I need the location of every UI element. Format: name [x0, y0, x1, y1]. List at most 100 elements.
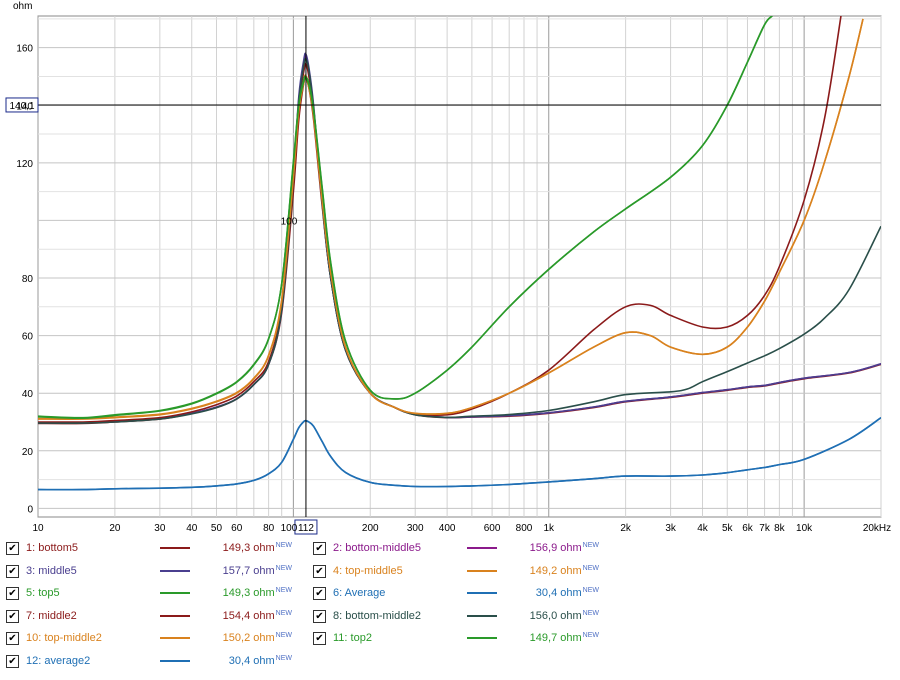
legend-item[interactable]: ✔ 2: bottom-middle5 156,9 ohmNEW	[313, 538, 613, 558]
legend-series-name: 8: bottom-middle2	[333, 609, 422, 622]
x-tick-label: 200	[362, 523, 379, 534]
legend-value: 157,7 ohmNEW	[202, 561, 292, 583]
legend-value: 150,2 ohmNEW	[202, 628, 292, 650]
legend-checkbox[interactable]: ✔	[6, 587, 19, 601]
legend-checkbox[interactable]: ✔	[6, 632, 19, 646]
legend-item[interactable]: ✔ 5: top5 149,3 ohmNEW	[6, 583, 306, 603]
legend-item[interactable]: ✔ 10: top-middle2 150,2 ohmNEW	[6, 628, 306, 648]
legend-value-text: 156,0 ohm	[529, 609, 582, 622]
x-tick-label: 3k	[665, 523, 677, 534]
cursor-x-readout: 112	[298, 523, 314, 534]
series-line-11-top2	[38, 16, 773, 420]
y-tick-label: 20	[22, 447, 34, 458]
x-tick-label: 100	[281, 523, 298, 534]
legend-checkbox[interactable]: ✔	[6, 542, 19, 555]
legend-item[interactable]: ✔ 1: bottom5 149,3 ohmNEW	[6, 538, 306, 558]
legend-value-text: 30,4 ohm	[535, 587, 582, 600]
y-tick-label: 40	[22, 389, 34, 400]
x-tick-label: 2k	[620, 523, 632, 534]
legend-item[interactable]: ✔ 6: Average 30,4 ohmNEW	[313, 583, 613, 603]
cursor-x-readout-box	[294, 519, 318, 535]
legend-series-name: 10: top-middle2	[26, 632, 102, 645]
legend-series-name: 1: bottom5	[26, 542, 78, 554]
legend-series-name: 2: bottom-middle5	[333, 542, 422, 554]
legend-checkbox[interactable]: ✔	[313, 587, 326, 601]
legend-value-text: 149,7 ohm	[529, 632, 582, 645]
y-tick-label: 120	[16, 159, 33, 170]
legend-new-badge: NEW	[275, 655, 292, 662]
legend-value-text: 149,3 ohm	[222, 587, 275, 600]
x-tick-label: 10	[32, 523, 44, 534]
legend-item[interactable]: ✔ 11: top2 149,7 ohmNEW	[313, 628, 613, 648]
y-tick-label: 60	[22, 332, 34, 343]
x-tick-label: 7k	[759, 523, 771, 534]
legend-item[interactable]: ✔ 7: middle2 154,4 ohmNEW	[6, 606, 306, 626]
legend-new-badge: NEW	[582, 632, 599, 640]
legend-checkbox[interactable]: ✔	[313, 564, 326, 578]
legend-series-name: 3: middle5	[26, 564, 77, 577]
legend-series-name: 4: top-middle5	[333, 564, 403, 577]
x-tick-label: 6k	[742, 523, 754, 534]
legend-value: 149,7 ohmNEW	[509, 628, 599, 650]
y-axis-label: ohm	[13, 1, 32, 12]
x-tick-label: 600	[484, 523, 501, 534]
x-tick-label: 800	[516, 523, 533, 534]
legend-line-swatch	[160, 547, 190, 549]
legend-checkbox[interactable]: ✔	[6, 655, 19, 668]
y-tick-label: 0	[27, 504, 33, 515]
legend-new-badge: NEW	[582, 542, 599, 549]
legend-item[interactable]: ✔ 4: top-middle5 149,2 ohmNEW	[313, 561, 613, 581]
x-tick-label: 20kHz	[863, 523, 891, 534]
legend-value-text: 150,2 ohm	[222, 632, 275, 645]
legend-new-badge: NEW	[582, 609, 599, 617]
x-tick-label: 1k	[543, 523, 555, 534]
legend-series-name: 6: Average	[333, 587, 386, 600]
legend-line-swatch	[467, 569, 497, 572]
legend-value-text: 157,7 ohm	[222, 564, 275, 577]
series-line-12-average2	[38, 417, 881, 491]
legend-item[interactable]: ✔ 12: average2 30,4 ohmNEW	[6, 651, 306, 671]
y-tick-label: 100	[281, 216, 298, 227]
legend-value: 149,2 ohmNEW	[509, 561, 599, 583]
plot-area[interactable]	[37, 15, 882, 518]
legend-item[interactable]: ✔ 8: bottom-middle2 156,0 ohmNEW	[313, 606, 613, 626]
legend-checkbox[interactable]: ✔	[6, 609, 19, 623]
legend-new-badge: NEW	[275, 542, 292, 549]
x-tick-label: 4k	[697, 523, 709, 534]
cursor-y-readout-box	[5, 97, 39, 113]
legend-line-swatch	[160, 592, 190, 595]
legend-new-badge: NEW	[275, 609, 292, 617]
legend-line-swatch	[160, 614, 190, 617]
legend-checkbox[interactable]: ✔	[313, 609, 326, 623]
x-tick-label: 20	[109, 523, 121, 534]
x-tick-label: 400	[439, 523, 456, 534]
y-tick-label: 160	[16, 44, 33, 55]
axis-ticks: 10 20 30 40 50 60 80 100 200 300 400 600 800 1k 2k 3k 4k…	[16, 44, 891, 534]
legend-checkbox[interactable]: ✔	[313, 542, 326, 555]
legend-line-swatch	[467, 592, 497, 595]
x-tick-label: 50	[211, 523, 223, 534]
series-line-10-top-middle2	[38, 18, 864, 420]
y-tick-label: 140	[16, 101, 33, 112]
legend-series-name: 5: top5	[26, 587, 60, 600]
legend-line-swatch	[467, 614, 497, 617]
series-lines	[38, 16, 881, 491]
legend-checkbox[interactable]: ✔	[313, 632, 326, 646]
legend-value-text: 154,4 ohm	[222, 609, 275, 622]
legend-new-badge: NEW	[582, 564, 599, 572]
cursor-y-readout: 140,1	[9, 101, 34, 112]
legend-value: 30,4 ohmNEW	[509, 583, 599, 605]
legend-checkbox[interactable]: ✔	[6, 564, 19, 578]
legend-series-name: 12: average2	[26, 655, 91, 667]
legend-line-swatch	[160, 569, 190, 572]
legend-value-text: 149,2 ohm	[529, 564, 582, 577]
cursor[interactable]: 140,1 112	[5, 16, 881, 535]
x-tick-label: 40	[186, 523, 198, 534]
x-tick-label: 10k	[796, 523, 813, 534]
legend-series-name: 11: top2	[333, 632, 372, 645]
legend-item[interactable]: ✔ 3: middle5 157,7 ohmNEW	[6, 561, 306, 581]
legend-line-swatch	[467, 637, 497, 640]
legend-line-swatch	[160, 637, 190, 640]
x-tick-label: 5k	[722, 523, 734, 534]
legend-value-text: 149,3 ohm	[222, 542, 275, 554]
